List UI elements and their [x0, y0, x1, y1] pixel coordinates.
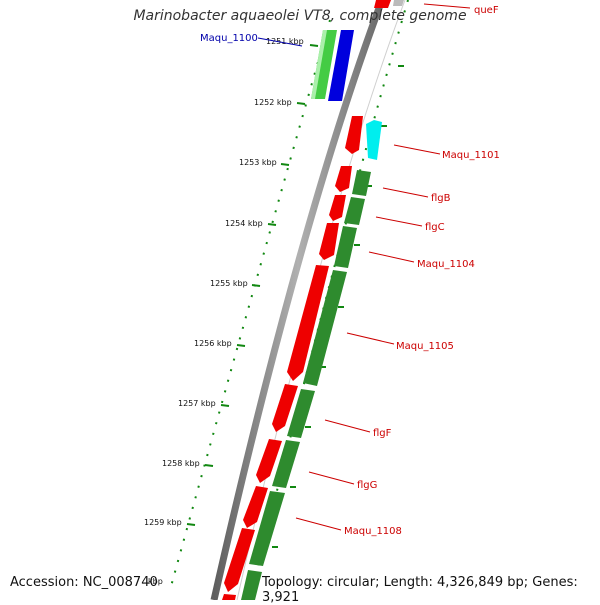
gene-maqu-1100[interactable] [311, 30, 354, 101]
tick-mark [296, 102, 306, 105]
leader-line [423, 3, 471, 9]
gene-bar-green[interactable] [249, 491, 285, 566]
gene-label-queF[interactable]: queF [474, 5, 499, 16]
tick-label: 1253 kbp [239, 158, 277, 167]
gene-bar-blue[interactable] [328, 30, 354, 101]
gene-arrow-red[interactable] [272, 384, 298, 432]
gene-labels: queF Maqu_1100 Maqu_1101 flgB flgC Maqu_… [200, 5, 500, 537]
gene-arrow-red[interactable] [319, 223, 339, 260]
leader-line [382, 187, 429, 198]
tick-mark [267, 223, 277, 226]
tick-label: 1257 kbp [178, 399, 216, 408]
gene-bar-green[interactable] [303, 270, 347, 386]
topology-text: Topology: circular; Length: 4,326,849 bp… [262, 575, 578, 605]
tick-mark [186, 523, 196, 526]
gene-flgC[interactable] [329, 195, 365, 225]
leader-line [393, 144, 441, 155]
leader-line [295, 517, 342, 531]
gene-arrow-red[interactable] [287, 265, 329, 381]
gene-maqu-1105[interactable] [287, 265, 347, 386]
gene-arrow-cyan[interactable] [366, 120, 382, 160]
gene-flgB[interactable] [335, 166, 371, 196]
tick-label: 1254 kbp [225, 219, 263, 228]
tick-mark [236, 344, 246, 347]
gene-label-maqu-1105[interactable]: Maqu_1105 [396, 341, 454, 352]
leader-line [368, 251, 415, 263]
gene-queF[interactable] [374, 0, 404, 8]
gene-label-maqu-1101[interactable]: Maqu_1101 [442, 150, 500, 161]
gene-label-maqu-1104[interactable]: Maqu_1104 [417, 259, 475, 270]
gene-flgG[interactable] [256, 439, 300, 488]
gene-arrow-red[interactable] [224, 528, 255, 592]
tick-mark [204, 464, 214, 467]
accession-text: Accession: NC_008740 [10, 575, 158, 590]
gene-arrow-red[interactable] [256, 439, 282, 483]
leader-line [257, 37, 303, 47]
gene-label-maqu-1100[interactable]: Maqu_1100 [200, 33, 258, 44]
genome-title: Marinobacter aquaeolei VT8, complete gen… [133, 8, 467, 24]
gene-arrow-red[interactable] [243, 486, 268, 528]
tick-label: kbp [148, 577, 163, 586]
tick-label: 1258 kbp [162, 459, 200, 468]
gene-maqu-1104[interactable] [319, 223, 357, 268]
tick-label: 1252 kbp [254, 98, 292, 107]
gene-label-flgF[interactable]: flgF [373, 428, 392, 439]
gene-label-flgC[interactable]: flgC [425, 222, 445, 233]
gene-bar-green[interactable] [287, 389, 315, 438]
gene-arrow-red[interactable] [335, 166, 352, 192]
gene-arrow-red[interactable] [329, 195, 346, 221]
tick-label: 1255 kbp [210, 279, 248, 288]
tick-mark [280, 163, 290, 166]
tick-label: 1251 kbp [266, 37, 304, 46]
gene-maqu-1101[interactable] [345, 116, 382, 160]
leader-line [308, 471, 355, 485]
gene-arrow[interactable] [374, 0, 391, 8]
gene-label-flgB[interactable]: flgB [431, 193, 451, 204]
tick-label: 1259 kbp [144, 518, 182, 527]
gene-bar-green[interactable] [344, 197, 365, 225]
gene-arrow-red[interactable] [345, 116, 363, 154]
gene-label-flgG[interactable]: flgG [357, 480, 377, 491]
tick-marks [186, 44, 404, 548]
gene-label-maqu-1108[interactable]: Maqu_1108 [344, 526, 402, 537]
leader-line [324, 419, 371, 433]
gene-arrow-red[interactable] [222, 594, 236, 600]
leader-line [375, 216, 423, 227]
gene-maqu-1108[interactable] [222, 486, 285, 600]
tick-mark [251, 284, 261, 287]
tick-labels: 1251 kbp 1252 kbp 1253 kbp 1254 kbp 1255… [144, 37, 304, 586]
tick-label: 1256 kbp [194, 339, 232, 348]
gene-flgF[interactable] [272, 384, 315, 438]
genome-backbone [210, 0, 386, 601]
gene-bar-green[interactable] [334, 226, 357, 268]
label-leader-lines [257, 3, 471, 531]
gene-bar-green[interactable] [241, 570, 262, 600]
gene-arrow[interactable] [393, 0, 404, 6]
gene-bar-green[interactable] [272, 440, 300, 488]
gene-bar-green[interactable] [352, 170, 371, 196]
leader-line [346, 332, 395, 345]
tick-mark [220, 404, 230, 407]
gene-bar-lightgreen-highlight [311, 30, 327, 99]
tick-mark [309, 44, 319, 47]
